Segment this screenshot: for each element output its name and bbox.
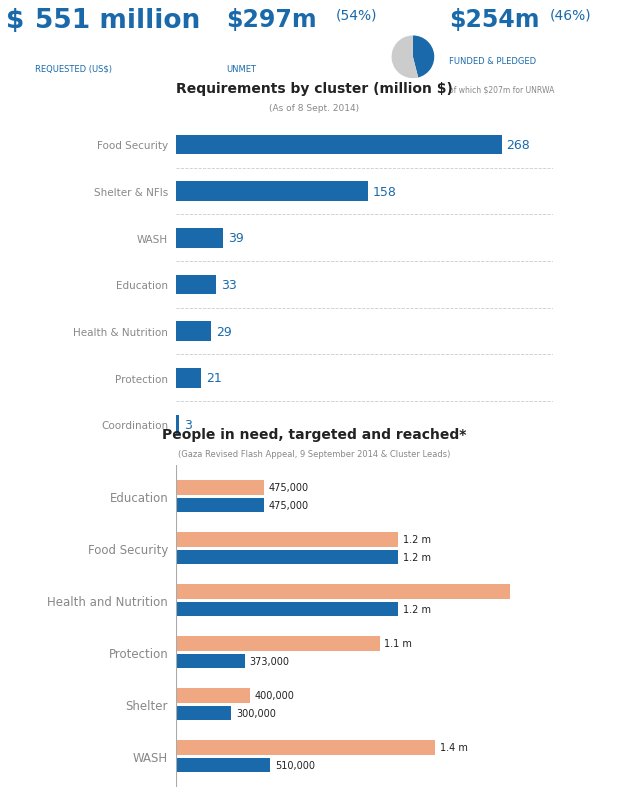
Bar xyxy=(176,602,398,617)
Text: (54%): (54%) xyxy=(336,8,377,22)
Text: 551 million: 551 million xyxy=(35,8,200,35)
Bar xyxy=(176,136,502,155)
Text: 268: 268 xyxy=(506,139,530,152)
Bar xyxy=(176,550,398,565)
Text: UNMET: UNMET xyxy=(226,65,256,74)
Text: 1.2 m: 1.2 m xyxy=(403,604,431,614)
Bar xyxy=(176,758,271,772)
Bar xyxy=(176,740,435,755)
Text: 1.2 m: 1.2 m xyxy=(403,535,431,544)
Bar xyxy=(176,182,368,202)
Text: 39: 39 xyxy=(228,232,244,245)
Bar xyxy=(176,480,264,495)
Text: 29: 29 xyxy=(216,325,232,338)
Text: $297m: $297m xyxy=(226,8,317,32)
Text: FUNDED & PLEDGED: FUNDED & PLEDGED xyxy=(449,58,536,67)
Text: Requirements by cluster (million $): Requirements by cluster (million $) xyxy=(176,83,452,96)
Bar xyxy=(176,688,250,703)
Text: $: $ xyxy=(6,8,24,35)
Bar xyxy=(176,415,180,434)
Bar xyxy=(176,585,509,599)
Bar xyxy=(176,498,264,512)
Text: 21: 21 xyxy=(206,372,222,385)
Text: 1.4 m: 1.4 m xyxy=(440,743,468,752)
Text: 1.2 m: 1.2 m xyxy=(403,552,431,562)
Wedge shape xyxy=(392,36,418,79)
Text: (As of 8 Sept. 2014): (As of 8 Sept. 2014) xyxy=(269,104,359,112)
Bar xyxy=(176,636,380,650)
Text: 3: 3 xyxy=(185,418,192,431)
Text: of which $207m for UNRWA: of which $207m for UNRWA xyxy=(449,86,555,95)
Text: 373,000: 373,000 xyxy=(250,656,290,666)
Text: REQUESTED (US$): REQUESTED (US$) xyxy=(35,65,112,74)
Bar xyxy=(176,706,232,720)
Text: 300,000: 300,000 xyxy=(236,708,276,718)
Text: 475,000: 475,000 xyxy=(269,483,309,492)
Text: (46%): (46%) xyxy=(550,8,591,22)
Wedge shape xyxy=(413,36,434,79)
Text: 33: 33 xyxy=(221,279,237,291)
Bar xyxy=(176,229,223,248)
Bar xyxy=(176,369,202,388)
Text: 158: 158 xyxy=(373,185,397,198)
Bar xyxy=(176,322,211,341)
Text: 400,000: 400,000 xyxy=(254,691,295,700)
Text: People in need, targeted and reached*: People in need, targeted and reached* xyxy=(162,428,466,442)
Bar xyxy=(176,532,398,547)
Bar xyxy=(176,275,216,295)
Text: 1.1 m: 1.1 m xyxy=(384,638,413,649)
Text: $254m: $254m xyxy=(449,8,539,32)
Bar xyxy=(176,654,245,668)
Text: (Gaza Revised Flash Appeal, 9 September 2014 & Cluster Leads): (Gaza Revised Flash Appeal, 9 September … xyxy=(178,450,450,459)
Text: 510,000: 510,000 xyxy=(275,760,315,770)
Text: 475,000: 475,000 xyxy=(269,500,309,510)
